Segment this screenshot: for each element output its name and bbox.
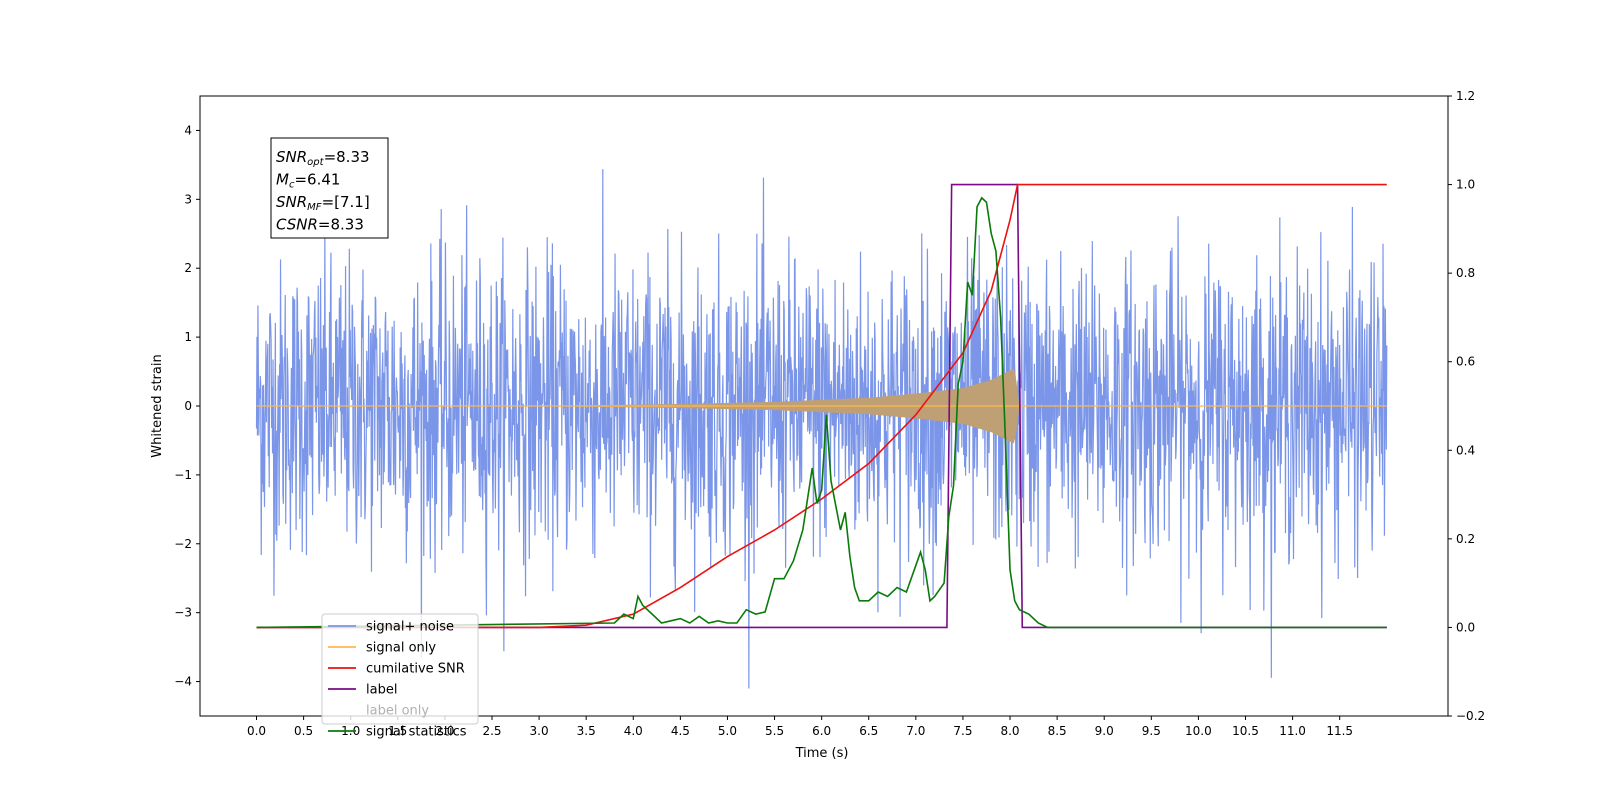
y-right-tick-label: −0.2 bbox=[1456, 709, 1485, 723]
x-tick-label: 10.0 bbox=[1185, 724, 1212, 738]
legend-label: signal statistics bbox=[366, 725, 467, 740]
x-tick-label: 3.0 bbox=[530, 724, 549, 738]
legend-label: cumilative SNR bbox=[366, 662, 465, 677]
y-left-tick-label: 0 bbox=[184, 399, 192, 413]
y-axis-left-ticks: 4 3 2 1 0 −1 −2 −3 −4 bbox=[174, 123, 200, 689]
annotation-line: SNRMF=[7.1] bbox=[276, 193, 370, 213]
legend-label: signal+ noise bbox=[366, 620, 454, 635]
signal-statistics-line bbox=[256, 196, 1387, 629]
x-tick-label: 6.0 bbox=[812, 724, 831, 738]
x-tick-label: 7.0 bbox=[906, 724, 925, 738]
y-left-tick-label: −1 bbox=[174, 468, 192, 482]
y-left-tick-label: −3 bbox=[174, 606, 192, 620]
y-left-tick-label: 1 bbox=[184, 330, 192, 344]
x-tick-label: 2.0 bbox=[435, 724, 454, 738]
y-right-tick-label: 1.2 bbox=[1456, 89, 1475, 103]
x-tick-label: 9.5 bbox=[1142, 724, 1161, 738]
y-right-tick-label: 1.0 bbox=[1456, 178, 1475, 192]
cumulative-snr-line bbox=[256, 183, 1387, 629]
x-tick-label: 1.5 bbox=[388, 724, 407, 738]
x-tick-label: 5.0 bbox=[718, 724, 737, 738]
y-left-tick-label: 4 bbox=[184, 123, 192, 137]
y-right-tick-label: 0.0 bbox=[1456, 620, 1475, 634]
x-tick-label: 7.5 bbox=[953, 724, 972, 738]
x-tick-label: 5.5 bbox=[765, 724, 784, 738]
legend-label: label bbox=[366, 683, 397, 698]
y-right-tick-label: 0.8 bbox=[1456, 266, 1475, 280]
y-left-tick-label: −4 bbox=[174, 675, 192, 689]
x-tick-label: 9.0 bbox=[1095, 724, 1114, 738]
x-tick-label: 10.5 bbox=[1232, 724, 1259, 738]
x-tick-label: 0.0 bbox=[247, 724, 266, 738]
x-tick-label: 4.0 bbox=[624, 724, 643, 738]
y-left-tick-label: −2 bbox=[174, 537, 192, 551]
y-right-tick-label: 0.4 bbox=[1456, 443, 1475, 457]
x-tick-label: 8.0 bbox=[1000, 724, 1019, 738]
annotation-line: CSNR=8.33 bbox=[276, 216, 364, 234]
y-left-tick-label: 3 bbox=[184, 192, 192, 206]
y-axis-left-label: Whitened strain bbox=[150, 354, 165, 457]
x-tick-label: 2.5 bbox=[482, 724, 501, 738]
signal-noise-line bbox=[255, 169, 1388, 689]
x-tick-label: 8.5 bbox=[1048, 724, 1067, 738]
right-axis-series bbox=[256, 183, 1387, 629]
annotation-frame bbox=[270, 137, 389, 239]
x-tick-label: 4.5 bbox=[671, 724, 690, 738]
y-right-tick-label: 0.6 bbox=[1456, 355, 1475, 369]
y-axis-right-ticks: 1.2 1.0 0.8 0.6 0.4 0.2 0.0 −0.2 bbox=[1448, 89, 1485, 723]
y-right-tick-label: 0.2 bbox=[1456, 532, 1475, 546]
annotation-line: Mc=6.41 bbox=[276, 171, 340, 191]
signal-noise-series bbox=[255, 169, 1388, 689]
x-tick-label: 6.5 bbox=[859, 724, 878, 738]
annotation-line: SNRopt=8.33 bbox=[276, 148, 370, 168]
x-axis-ticks: 0.0 0.5 1.0 1.5 2.0 2.5 3.0 3.5 4.0 4.5 5.0 5.5 6.0 6… bbox=[247, 716, 1353, 738]
x-axis-label: Time (s) bbox=[795, 746, 849, 761]
legend: signal+ noise signal only cumilative SNR la… bbox=[321, 613, 479, 740]
legend-label: signal only bbox=[366, 641, 436, 656]
legend-label: label only bbox=[366, 704, 429, 719]
x-tick-label: 11.5 bbox=[1326, 724, 1353, 738]
x-tick-label: 11.0 bbox=[1279, 724, 1306, 738]
y-left-tick-label: 2 bbox=[184, 261, 192, 275]
x-tick-label: 0.5 bbox=[294, 724, 313, 738]
x-tick-label: 3.5 bbox=[577, 724, 596, 738]
legend-frame bbox=[321, 613, 479, 725]
signal-only-series bbox=[256, 368, 1387, 444]
